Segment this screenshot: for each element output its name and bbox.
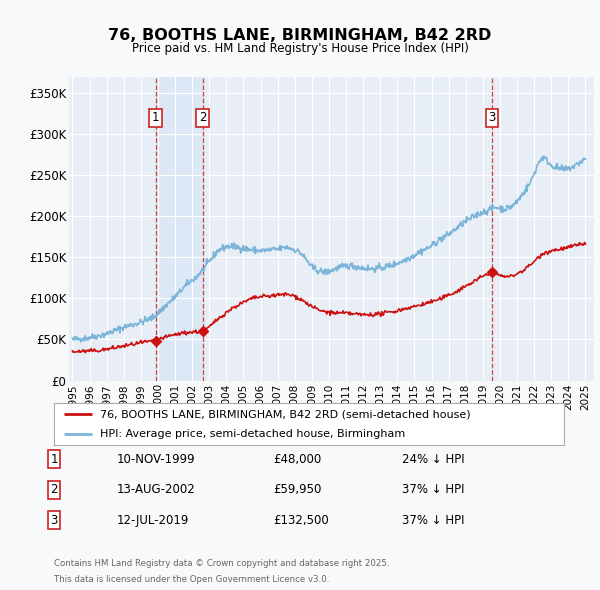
Text: £59,950: £59,950 [273,483,322,496]
Text: HPI: Average price, semi-detached house, Birmingham: HPI: Average price, semi-detached house,… [100,429,405,439]
Text: 2: 2 [50,483,58,496]
Text: 1: 1 [152,112,160,124]
Text: 37% ↓ HPI: 37% ↓ HPI [402,514,464,527]
Text: 2: 2 [199,112,206,124]
Text: 76, BOOTHS LANE, BIRMINGHAM, B42 2RD: 76, BOOTHS LANE, BIRMINGHAM, B42 2RD [109,28,491,43]
Text: £48,000: £48,000 [273,453,321,466]
Text: 3: 3 [50,514,58,527]
Text: £132,500: £132,500 [273,514,329,527]
Text: Price paid vs. HM Land Registry's House Price Index (HPI): Price paid vs. HM Land Registry's House … [131,42,469,55]
Text: 12-JUL-2019: 12-JUL-2019 [117,514,190,527]
Text: 37% ↓ HPI: 37% ↓ HPI [402,483,464,496]
Text: 10-NOV-1999: 10-NOV-1999 [117,453,196,466]
Text: Contains HM Land Registry data © Crown copyright and database right 2025.: Contains HM Land Registry data © Crown c… [54,559,389,568]
Bar [156,77,203,381]
Text: 1: 1 [50,453,58,466]
Text: This data is licensed under the Open Government Licence v3.0.: This data is licensed under the Open Gov… [54,575,329,584]
Text: 3: 3 [488,112,496,124]
Text: 76, BOOTHS LANE, BIRMINGHAM, B42 2RD (semi-detached house): 76, BOOTHS LANE, BIRMINGHAM, B42 2RD (se… [100,409,470,419]
Text: 13-AUG-2002: 13-AUG-2002 [117,483,196,496]
Text: 24% ↓ HPI: 24% ↓ HPI [402,453,464,466]
